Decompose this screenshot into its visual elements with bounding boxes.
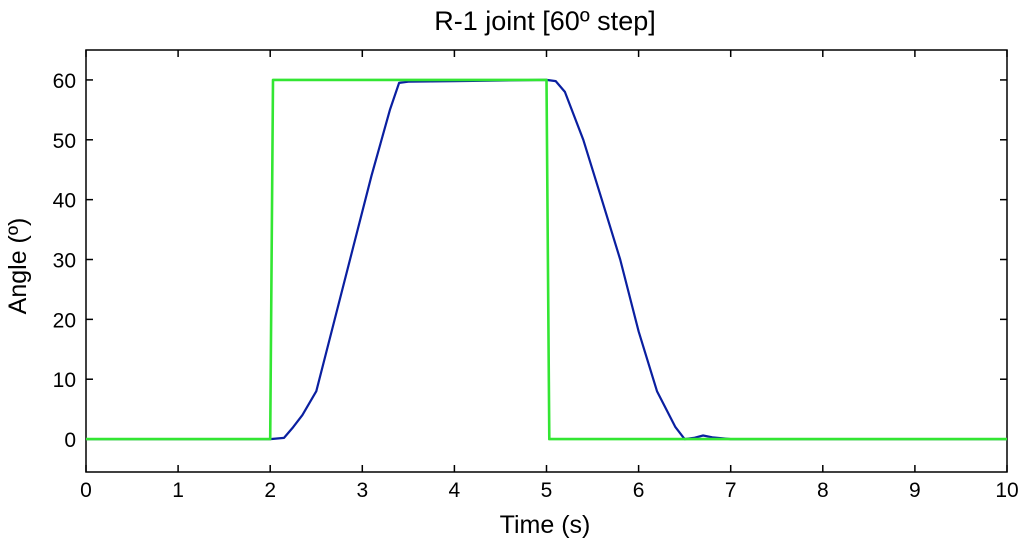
x-axis-label: Time (s) — [500, 511, 591, 539]
y-tick-label: 0 — [64, 429, 76, 452]
x-tick-label: 6 — [633, 479, 645, 502]
axis-ticks: 0 1 2 3 4 5 6 7 8 9 10 0 10 20 30 40 50 60 — [53, 50, 1019, 502]
x-tick-label: 3 — [356, 479, 368, 502]
series-group — [86, 78, 1007, 441]
x-tick-label: 4 — [449, 479, 461, 502]
y-tick-label: 60 — [53, 70, 76, 93]
y-tick-label: 40 — [53, 190, 76, 213]
x-tick-label: 8 — [817, 479, 829, 502]
x-tick-label: 5 — [541, 479, 553, 502]
x-tick-label: 0 — [80, 479, 92, 502]
x-tick-label: 1 — [172, 479, 184, 502]
x-tick-label: 2 — [264, 479, 276, 502]
series-line-2 — [86, 78, 1007, 441]
y-axis-label: Angle (º) — [4, 218, 32, 315]
x-tick-label: 9 — [909, 479, 921, 502]
x-tick-label: 7 — [725, 479, 737, 502]
y-tick-label: 50 — [53, 130, 76, 153]
y-tick-label: 30 — [53, 250, 76, 273]
x-tick-label: 10 — [995, 479, 1018, 502]
chart-title: R-1 joint [60º step] — [434, 6, 655, 36]
y-tick-label: 20 — [53, 309, 76, 332]
y-tick-label: 10 — [53, 369, 76, 392]
